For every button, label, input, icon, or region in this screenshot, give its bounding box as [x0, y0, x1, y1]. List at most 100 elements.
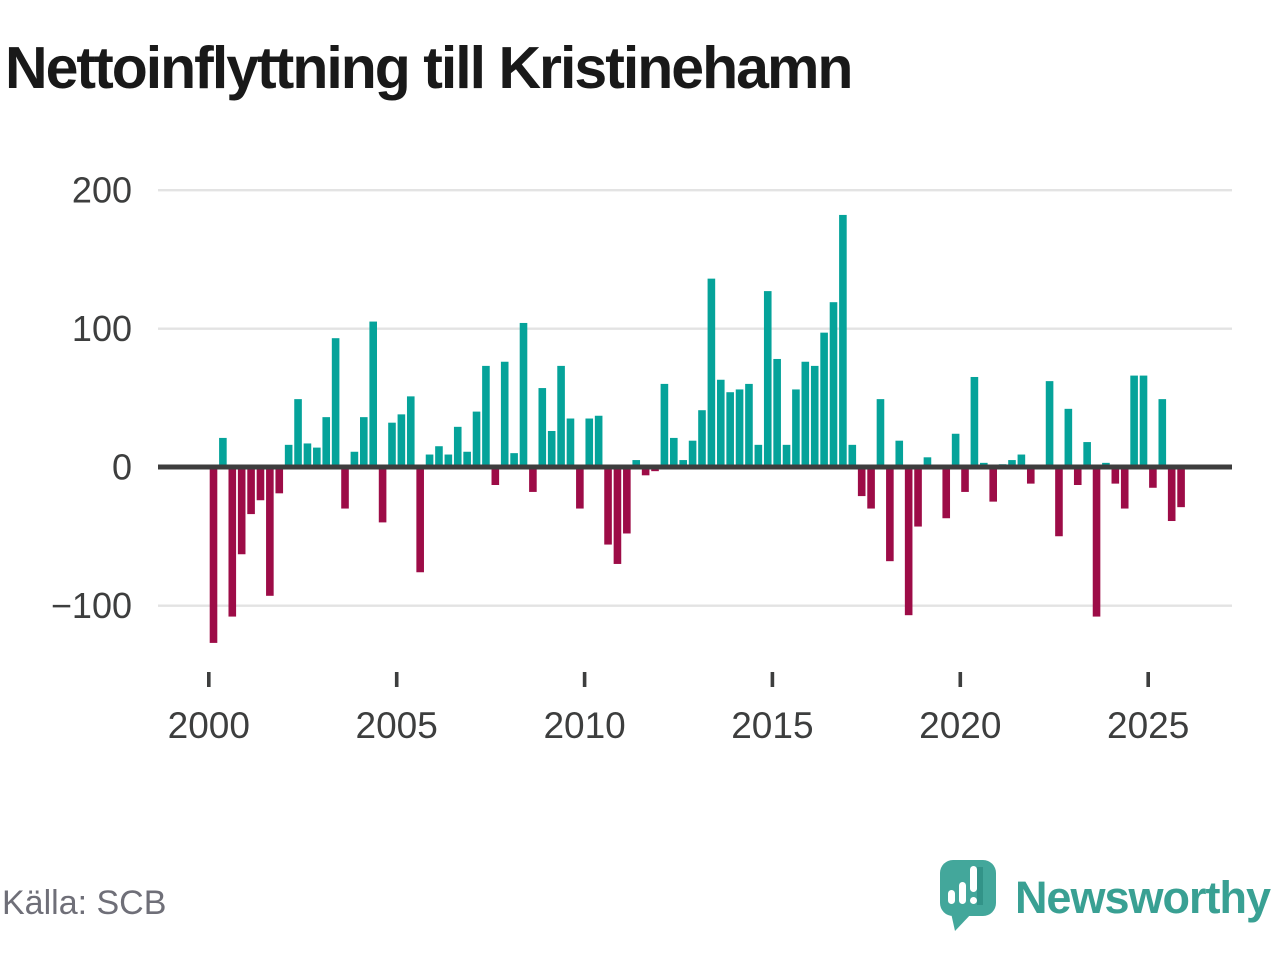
- bar-2014-K4: [763, 291, 772, 468]
- bar-2024-K1: [1111, 467, 1120, 484]
- bar-2003-K1: [322, 417, 331, 467]
- bar-2017-K4: [876, 399, 885, 467]
- x-tick-2015: [770, 672, 775, 687]
- bar-2008-K3: [529, 467, 537, 492]
- bar-2014-K1: [735, 389, 744, 467]
- x-tick-label-2000: 2000: [168, 705, 250, 746]
- bar-2004-K1: [360, 417, 368, 467]
- bar-2018-K4: [914, 467, 922, 527]
- bar-2011-K2: [632, 460, 641, 467]
- bar-2022-K3: [1055, 467, 1063, 537]
- bar-2002-K2: [294, 399, 302, 467]
- y-tick-label--100: −100: [51, 585, 132, 626]
- bar-2018-K1: [886, 467, 894, 562]
- bar-2003-K2: [331, 338, 340, 467]
- bar-2004-K3: [378, 467, 387, 523]
- bar-2007-K2: [482, 365, 490, 467]
- bar-2004-K4: [388, 422, 396, 467]
- bar-2020-K4: [989, 467, 997, 502]
- bar-2022-K4: [1064, 408, 1073, 467]
- x-tick-2005: [394, 672, 399, 687]
- bar-2015-K3: [792, 389, 800, 467]
- bar-2021-K3: [1017, 454, 1026, 467]
- bar-2000-K4: [237, 467, 246, 555]
- bar-2009-K4: [576, 467, 584, 509]
- source-label: Källa: SCB: [2, 884, 167, 922]
- bar-2024-K4: [1139, 375, 1148, 467]
- newsworthy-wordmark: Newsworthy: [1014, 871, 1271, 923]
- bar-2002-K4: [313, 447, 321, 467]
- bar-2013-K4: [726, 392, 734, 467]
- bar-2009-K1: [547, 430, 556, 467]
- bar-2018-K2: [895, 440, 904, 468]
- gridline-y100: [158, 327, 1232, 330]
- bar-2023-K1: [1073, 467, 1082, 485]
- x-tick-label-2025: 2025: [1107, 705, 1189, 746]
- bar-2012-K2: [670, 437, 678, 468]
- x-tick-label-2015: 2015: [731, 705, 813, 746]
- bar-2016-K2: [820, 332, 828, 467]
- bar-2025-K3: [1167, 467, 1176, 522]
- chart-area: 200 100 0 −100 2000 2005 2010 2015 2020 2025: [51, 170, 1232, 746]
- bar-2007-K1: [472, 411, 481, 467]
- bar-2010-K3: [604, 467, 612, 545]
- bar-2021-K2: [1008, 460, 1016, 467]
- bar-2010-K4: [613, 467, 622, 564]
- chart-title: Nettoinflyttning till Kristinehamn: [5, 35, 853, 101]
- bar-2015-K1: [773, 358, 781, 467]
- bar-2011-K3: [641, 467, 650, 476]
- x-tick-2000: [207, 672, 211, 687]
- x-tick-label-2010: 2010: [543, 705, 625, 746]
- bar-2013-K2: [707, 278, 716, 467]
- newsworthy-logo: Newsworthy: [937, 858, 1271, 937]
- gridline-y-100: [158, 604, 1232, 607]
- bar-2012-K1: [660, 383, 669, 467]
- bar-2001-K4: [275, 467, 284, 494]
- bar-2002-K3: [303, 443, 312, 467]
- bar-2000-K3: [228, 467, 237, 617]
- bar-2002-K1: [284, 444, 293, 467]
- bar-2014-K2: [745, 383, 753, 467]
- bar-2009-K3: [566, 418, 575, 467]
- bar-2014-K3: [754, 444, 763, 467]
- bar-2023-K3: [1092, 467, 1101, 617]
- gridline-y200: [158, 189, 1232, 192]
- bar-2000-K2: [219, 437, 227, 468]
- bar-2001-K2: [256, 467, 265, 501]
- bar-2005-K4: [425, 454, 434, 467]
- bar-2016-K1: [810, 365, 819, 467]
- bar-2019-K3: [942, 467, 951, 519]
- bar-2025-K2: [1158, 399, 1167, 467]
- bar-2017-K2: [857, 467, 866, 497]
- x-tick-label-2020: 2020: [919, 705, 1001, 746]
- bar-2024-K2: [1120, 467, 1129, 509]
- bar-2010-K1: [585, 418, 594, 467]
- bar-2009-K2: [557, 365, 565, 467]
- bar-2012-K3: [679, 460, 687, 467]
- bar-2012-K4: [688, 440, 697, 468]
- bar-2013-K3: [716, 379, 725, 467]
- bar-2008-K2: [519, 322, 528, 467]
- bar-2016-K3: [829, 302, 838, 467]
- newsworthy-bubble-chart-icon: [937, 858, 999, 937]
- bar-2005-K2: [406, 396, 415, 468]
- bar-2016-K4: [839, 214, 847, 467]
- bar-2001-K3: [266, 467, 274, 596]
- bar-2011-K1: [623, 467, 631, 534]
- y-tick-label-0: 0: [112, 447, 132, 488]
- bar-2022-K2: [1045, 381, 1054, 467]
- bar-2024-K3: [1130, 375, 1138, 467]
- bar-2018-K3: [904, 467, 913, 616]
- bar-2025-K4: [1177, 467, 1185, 508]
- bar-2008-K4: [538, 388, 547, 468]
- bar-2010-K2: [594, 415, 603, 467]
- bar-2015-K4: [801, 361, 810, 467]
- bar-2025-K1: [1149, 467, 1157, 488]
- bar-2007-K3: [491, 467, 500, 485]
- bar-2003-K4: [350, 451, 359, 467]
- bar-2017-K3: [867, 467, 875, 509]
- bar-2020-K1: [961, 467, 969, 492]
- bar-2021-K4: [1026, 467, 1035, 484]
- bar-2003-K3: [341, 467, 349, 509]
